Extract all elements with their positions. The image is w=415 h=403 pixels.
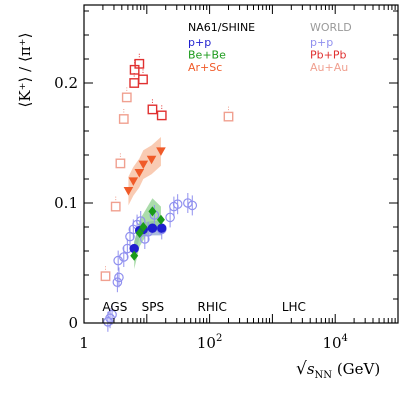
point-pp-world — [172, 199, 183, 209]
y-tick-label: 0.1 — [54, 194, 78, 212]
point-pbpb-world — [138, 74, 148, 85]
x-tick-label: 104 — [322, 333, 347, 352]
point-auau-world — [115, 158, 126, 169]
point-arsc-na61shine — [146, 155, 157, 165]
point-pbpb-world — [147, 104, 158, 115]
y-ticks: 0 0.1 0.2 — [54, 10, 398, 332]
legend: NA61/SHINE WORLDp+pBe+BeAr+Scp+pPb+PbAu+A… — [188, 21, 352, 74]
legend-item: p+p — [188, 36, 211, 49]
legend-title-world: WORLD — [310, 21, 352, 34]
energy-labels: AGS SPS RHIC LHC — [102, 300, 306, 314]
legend-item: Au+Au — [310, 61, 348, 74]
legend-title-na61: NA61/SHINE — [188, 21, 255, 34]
point-pp-world — [114, 272, 124, 283]
point-pp-world — [118, 252, 129, 262]
point-pp-na61shine — [157, 223, 167, 233]
point-arsc-na61shine — [134, 169, 145, 178]
point-pp-world — [183, 198, 193, 208]
point-pbpb-world — [134, 58, 145, 69]
data-points — [100, 58, 234, 327]
x-ticks: 1 102 104 — [79, 5, 396, 352]
energy-label-ags: AGS — [102, 300, 127, 314]
x-tick-label: 1 — [79, 334, 89, 352]
point-bebe-na61shine — [130, 250, 139, 261]
band-arsc — [128, 137, 161, 206]
plot-frame — [83, 4, 399, 324]
x-axis-title: √sNN (GeV) — [296, 359, 380, 381]
point-pp-world — [107, 309, 117, 320]
energy-label-lhc: LHC — [282, 300, 306, 314]
point-bebe-na61shine — [148, 206, 157, 217]
point-pp-world — [187, 200, 198, 211]
legend-item: Pb+Pb — [310, 49, 346, 62]
point-pp-na61shine — [147, 223, 158, 233]
point-auau-world — [118, 114, 129, 124]
point-arsc-na61shine — [128, 177, 139, 186]
point-arsc-na61shine — [123, 187, 134, 196]
point-bebe-na61shine — [139, 222, 148, 232]
legend-item: p+p — [310, 36, 333, 49]
point-pbpb-world — [156, 110, 167, 121]
x-tick-label: 102 — [197, 333, 222, 352]
point-pp-world — [112, 277, 123, 287]
point-pp-world — [135, 216, 146, 226]
point-pp-world — [165, 212, 175, 223]
legend-item: Be+Be — [188, 49, 226, 62]
error-bars — [105, 53, 230, 332]
y-axis-title: ⟨K⁺⟩ / ⟨π⁺⟩ — [16, 33, 34, 108]
y-tick-label: 0.2 — [54, 74, 78, 92]
point-arsc-na61shine — [138, 160, 149, 170]
point-bebe-na61shine — [156, 214, 165, 225]
y-tick-label: 0 — [68, 314, 78, 332]
point-auau-world — [121, 92, 132, 103]
point-auau-world — [100, 271, 111, 282]
point-bebe-na61shine — [135, 228, 144, 238]
point-auau-world — [110, 201, 121, 212]
point-pbpb-world — [129, 78, 140, 88]
legend-item: Ar+Sc — [188, 61, 222, 74]
point-arsc-na61shine — [156, 147, 166, 156]
energy-label-rhic: RHIC — [198, 300, 227, 314]
energy-label-sps: SPS — [142, 300, 164, 314]
point-auau-world — [223, 111, 234, 122]
